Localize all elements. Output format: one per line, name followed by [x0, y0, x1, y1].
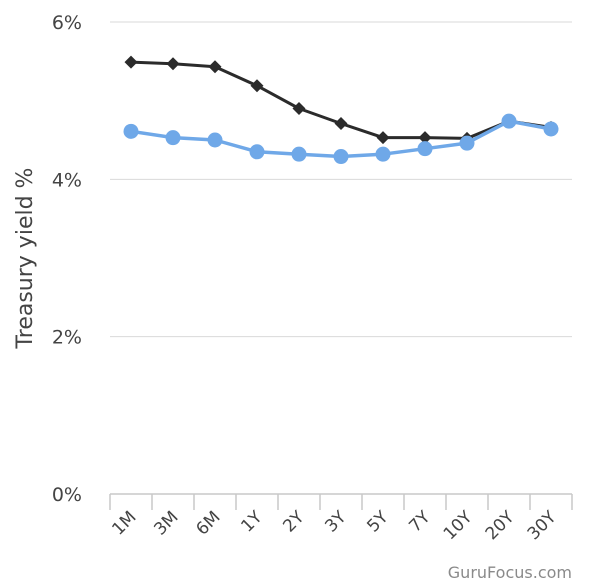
series-1: [124, 55, 558, 145]
series-1-point: [418, 131, 432, 145]
y-axis: 0% 2% 4% 6%: [52, 12, 82, 506]
series-1-point: [376, 131, 390, 145]
y-tick-label: 4%: [52, 169, 82, 191]
series-2-point: [417, 141, 433, 157]
x-tick-label: 3Y: [321, 507, 351, 537]
y-tick-label: 0%: [52, 484, 82, 506]
x-axis: 1M 3M 6M 1Y 2Y 3Y 5Y 7Y 10Y 20Y 30Y: [108, 493, 573, 544]
series-2-point: [291, 146, 307, 162]
y-axis-title: Treasury yield %: [13, 168, 38, 350]
series-1-point: [124, 55, 138, 69]
x-tick-label: 2Y: [279, 507, 309, 537]
series-2-point: [459, 135, 475, 151]
x-tick-label: 1Y: [237, 507, 267, 537]
x-tick-label: 5Y: [363, 507, 393, 537]
credit-text: GuruFocus.com: [448, 563, 572, 582]
series-2: [123, 113, 559, 165]
series-2-point: [249, 144, 265, 160]
series-2-point: [543, 121, 559, 137]
x-tick-label: 10Y: [440, 507, 477, 544]
x-tick-label: 3M: [150, 507, 182, 539]
series-1-point: [292, 102, 306, 115]
series-1-point: [334, 117, 348, 130]
series-2-point: [501, 113, 517, 129]
x-tick-label: 20Y: [482, 507, 519, 544]
gridlines: [110, 21, 572, 338]
series-group: [123, 55, 559, 165]
series-1-point: [166, 57, 180, 71]
series-2-point: [207, 132, 223, 148]
x-tick-label: 7Y: [405, 507, 435, 537]
y-tick-label: 2%: [52, 327, 82, 349]
x-tick-label: 1M: [108, 507, 140, 539]
series-2-point: [165, 130, 181, 146]
series-2-point: [123, 123, 139, 139]
series-2-point: [375, 146, 391, 162]
series-1-point: [250, 79, 264, 93]
x-tick-label: 6M: [192, 507, 224, 539]
x-tick-label: 30Y: [524, 507, 561, 544]
y-tick-label: 6%: [52, 12, 82, 34]
series-1-point: [208, 60, 222, 74]
series-2-point: [333, 149, 349, 165]
